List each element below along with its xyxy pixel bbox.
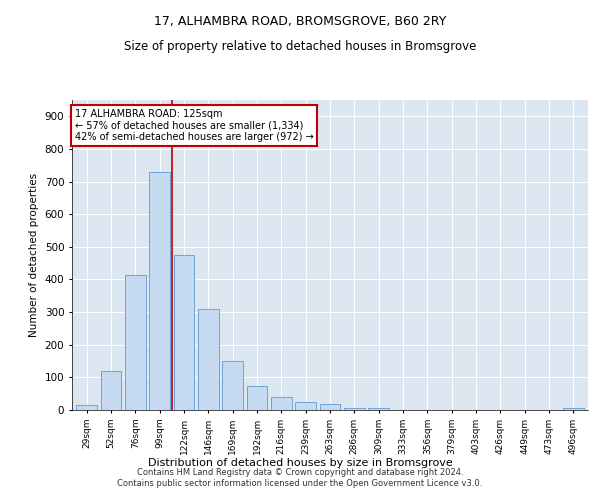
Bar [198, 309, 218, 410]
Bar [125, 274, 146, 410]
Bar [320, 404, 340, 410]
Bar [149, 172, 170, 410]
Y-axis label: Number of detached properties: Number of detached properties [29, 173, 39, 337]
Bar [344, 408, 365, 410]
Text: 17 ALHAMBRA ROAD: 125sqm
← 57% of detached houses are smaller (1,334)
42% of sem: 17 ALHAMBRA ROAD: 125sqm ← 57% of detach… [74, 110, 313, 142]
Text: Distribution of detached houses by size in Bromsgrove: Distribution of detached houses by size … [148, 458, 452, 468]
Text: Contains HM Land Registry data © Crown copyright and database right 2024.
Contai: Contains HM Land Registry data © Crown c… [118, 468, 482, 487]
Text: 17, ALHAMBRA ROAD, BROMSGROVE, B60 2RY: 17, ALHAMBRA ROAD, BROMSGROVE, B60 2RY [154, 15, 446, 28]
Bar [101, 371, 121, 410]
Bar [563, 408, 584, 410]
Text: Size of property relative to detached houses in Bromsgrove: Size of property relative to detached ho… [124, 40, 476, 53]
Bar [247, 386, 268, 410]
Bar [222, 361, 243, 410]
Bar [173, 255, 194, 410]
Bar [76, 405, 97, 410]
Bar [271, 397, 292, 410]
Bar [368, 408, 389, 410]
Bar [295, 402, 316, 410]
